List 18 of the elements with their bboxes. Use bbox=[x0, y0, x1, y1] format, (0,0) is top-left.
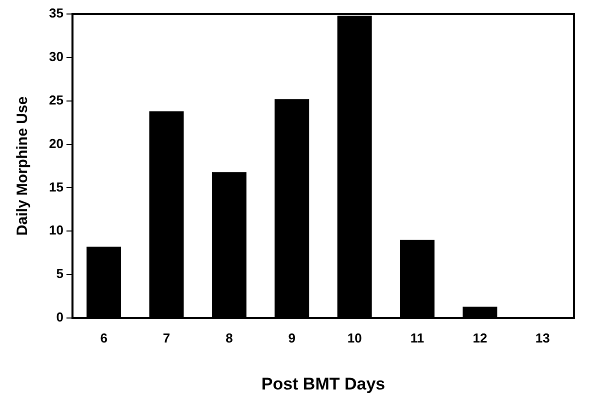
y-axis-title: Daily Morphine Use bbox=[14, 96, 32, 236]
x-tick-label: 6 bbox=[100, 330, 108, 346]
y-tick-label: 35 bbox=[48, 6, 64, 21]
y-tick-label: 20 bbox=[48, 136, 64, 151]
x-tick-label: 9 bbox=[288, 330, 296, 346]
x-tick-label: 10 bbox=[347, 330, 362, 346]
x-tick-label: 8 bbox=[226, 330, 233, 346]
y-tick-label: 30 bbox=[48, 49, 64, 64]
x-tick-label: 11 bbox=[410, 330, 424, 346]
y-tick-label: 0 bbox=[56, 310, 64, 325]
y-tick-label: 25 bbox=[48, 92, 64, 108]
x-axis-title: Post BMT Days bbox=[261, 374, 386, 394]
y-tick-label: 15 bbox=[48, 179, 64, 194]
y-tick-label: 5 bbox=[56, 266, 64, 282]
x-tick-label: 7 bbox=[162, 330, 170, 346]
y-tick-label: 10 bbox=[48, 222, 64, 238]
x-tick-label: 13 bbox=[535, 330, 550, 346]
x-tick-label: 12 bbox=[472, 330, 488, 346]
